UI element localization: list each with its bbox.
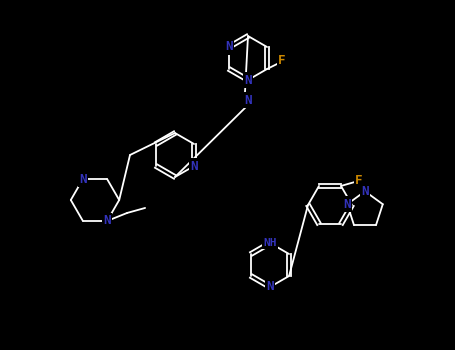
Text: N: N bbox=[225, 41, 233, 54]
Text: N: N bbox=[244, 93, 252, 106]
Text: F: F bbox=[355, 174, 363, 188]
Text: N: N bbox=[266, 280, 274, 294]
Text: N: N bbox=[103, 215, 111, 228]
Text: N: N bbox=[344, 198, 351, 211]
Text: N: N bbox=[361, 185, 369, 198]
Text: N: N bbox=[190, 160, 198, 173]
Text: N: N bbox=[79, 173, 86, 186]
Text: N: N bbox=[244, 74, 252, 86]
Text: NH: NH bbox=[263, 238, 277, 248]
Text: F: F bbox=[278, 55, 286, 68]
